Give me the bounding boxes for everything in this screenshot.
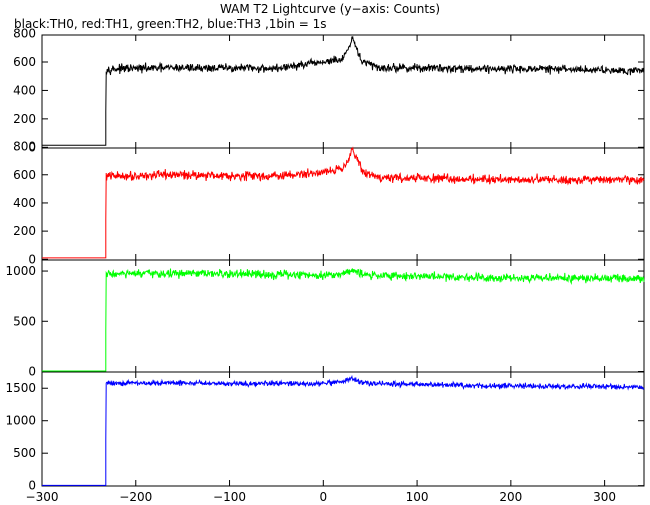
y-tick-label: 500 [13,314,36,328]
x-tick-label: 100 [406,490,429,504]
panel-frame [41,371,645,487]
y-tick-label: 500 [13,446,36,460]
panel-th3: 0 500 1000 1500 [5,371,645,493]
chart-subtitle: black:TH0, red:TH1, green:TH2, blue:TH3 … [14,17,327,31]
y-tick-label: 600 [13,55,36,69]
y-tick-label: 0 [28,364,36,378]
chart-panels: 0200400600800020040060080005001000050010… [5,27,645,504]
chart-title: WAM T2 Lightcurve (y−axis: Counts) [220,2,440,16]
y-tick-label: 0 [28,140,36,154]
x-tick-label: 200 [499,490,522,504]
y-tick-label: 200 [13,224,36,238]
x-tick-label: −100 [213,490,246,504]
panel-th1: 0 200 400 600 800 [13,140,645,266]
y-tick-label: 1000 [5,264,36,278]
y-tick-label: 1000 [5,414,36,428]
series-line-th0 [42,35,645,146]
y-tick-label: 200 [13,112,36,126]
y-tick-label: 1500 [5,381,36,395]
panel-th2: 0 500 1000 [5,259,645,378]
y-tick-label: 600 [13,168,36,182]
x-tick-label: 300 [593,490,616,504]
y-tick-label: 800 [13,140,36,154]
panel-frame [41,147,645,261]
y-tick-label: 0 [28,479,36,493]
series-line-th3 [42,374,645,486]
x-tick-label: −300 [26,490,59,504]
y-tick-label: 800 [13,27,36,41]
x-tick-label: 0 [319,490,327,504]
panel-frame [41,34,645,149]
panel-th0: 0 200 400 600 800 [13,27,645,154]
y-tick-label: 0 [28,252,36,266]
x-tick-label: −200 [119,490,152,504]
series-line-th1 [42,146,645,259]
y-tick-label: 400 [13,83,36,97]
y-tick-label: 400 [13,196,36,210]
series-line-th2 [42,268,645,372]
